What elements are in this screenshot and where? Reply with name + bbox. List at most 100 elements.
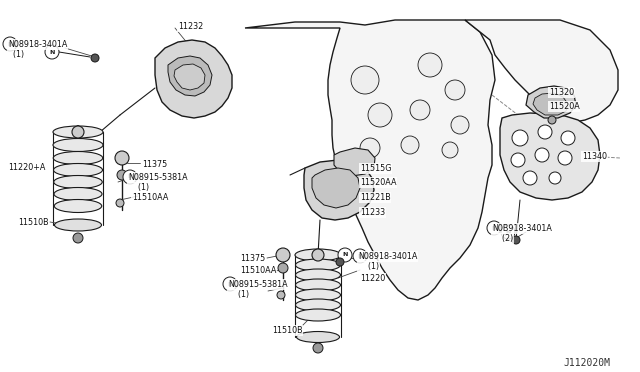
Text: (1): (1)	[128, 183, 149, 192]
Text: N: N	[357, 253, 363, 259]
Text: N08915-5381A: N08915-5381A	[128, 173, 188, 182]
Circle shape	[45, 45, 59, 59]
Circle shape	[223, 277, 237, 291]
Ellipse shape	[54, 187, 102, 201]
Circle shape	[442, 142, 458, 158]
Text: 11375: 11375	[142, 160, 167, 169]
Text: N: N	[506, 230, 511, 234]
Text: N0B918-3401A: N0B918-3401A	[492, 224, 552, 233]
Ellipse shape	[54, 164, 102, 176]
Text: (1): (1)	[228, 290, 249, 299]
Text: 11520A: 11520A	[549, 102, 580, 111]
Circle shape	[511, 153, 525, 167]
Ellipse shape	[53, 126, 103, 138]
Circle shape	[535, 148, 549, 162]
Text: N: N	[342, 253, 348, 257]
Circle shape	[72, 126, 84, 138]
Text: 11220+A: 11220+A	[8, 163, 45, 172]
Circle shape	[123, 170, 137, 184]
Text: N: N	[492, 225, 497, 231]
Circle shape	[538, 125, 552, 139]
Ellipse shape	[296, 259, 340, 271]
Circle shape	[278, 263, 288, 273]
Circle shape	[276, 248, 290, 262]
Circle shape	[360, 138, 380, 158]
Ellipse shape	[53, 138, 103, 151]
Circle shape	[91, 54, 99, 62]
Circle shape	[117, 170, 127, 180]
Ellipse shape	[54, 219, 102, 231]
Polygon shape	[304, 160, 374, 220]
Text: 11220: 11220	[360, 274, 385, 283]
Text: N: N	[7, 42, 13, 46]
Circle shape	[558, 151, 572, 165]
Polygon shape	[245, 20, 495, 300]
Circle shape	[549, 172, 561, 184]
Text: 11515G: 11515G	[360, 164, 392, 173]
Text: (1): (1)	[358, 262, 379, 271]
Polygon shape	[334, 148, 375, 176]
Text: 11510AA: 11510AA	[132, 193, 168, 202]
Polygon shape	[155, 40, 232, 118]
Ellipse shape	[296, 289, 340, 301]
Text: 11520AA: 11520AA	[360, 178, 397, 187]
Text: 11232: 11232	[178, 22, 204, 31]
Circle shape	[3, 37, 17, 51]
Text: 11375: 11375	[240, 254, 265, 263]
Text: N08915-5381A: N08915-5381A	[228, 280, 287, 289]
Circle shape	[561, 131, 575, 145]
Circle shape	[338, 248, 352, 262]
Ellipse shape	[54, 199, 102, 212]
Circle shape	[418, 53, 442, 77]
Polygon shape	[174, 64, 205, 90]
Circle shape	[401, 136, 419, 154]
Circle shape	[313, 343, 323, 353]
Circle shape	[116, 199, 124, 207]
Ellipse shape	[296, 269, 340, 281]
Circle shape	[445, 80, 465, 100]
Circle shape	[351, 66, 379, 94]
Circle shape	[548, 116, 556, 124]
Text: 11510AA: 11510AA	[240, 266, 276, 275]
Circle shape	[368, 103, 392, 127]
Text: J112020M: J112020M	[563, 358, 610, 368]
Polygon shape	[526, 86, 576, 118]
Text: (2): (2)	[492, 234, 513, 243]
Ellipse shape	[296, 331, 339, 343]
Text: 11320: 11320	[549, 88, 574, 97]
Text: 11510B: 11510B	[18, 218, 49, 227]
Text: 11510B: 11510B	[272, 326, 303, 335]
Text: N: N	[227, 282, 233, 286]
Polygon shape	[533, 93, 568, 115]
Text: 11221B: 11221B	[360, 193, 391, 202]
Text: N08918-3401A: N08918-3401A	[358, 252, 417, 261]
Circle shape	[501, 225, 515, 239]
Circle shape	[487, 221, 501, 235]
Polygon shape	[465, 20, 618, 122]
Text: N: N	[49, 49, 54, 55]
Text: 11340: 11340	[582, 152, 607, 161]
Circle shape	[512, 130, 528, 146]
Ellipse shape	[54, 176, 102, 189]
Polygon shape	[312, 168, 360, 208]
Circle shape	[353, 249, 367, 263]
Ellipse shape	[295, 249, 341, 261]
Ellipse shape	[53, 151, 103, 164]
Circle shape	[523, 171, 537, 185]
Polygon shape	[500, 113, 600, 200]
Text: N: N	[127, 174, 132, 180]
Circle shape	[512, 236, 520, 244]
Circle shape	[336, 258, 344, 266]
Ellipse shape	[296, 309, 340, 321]
Circle shape	[277, 291, 285, 299]
Circle shape	[312, 249, 324, 261]
Polygon shape	[168, 56, 212, 96]
Circle shape	[115, 151, 129, 165]
Text: N08918-3401A: N08918-3401A	[8, 40, 67, 49]
Text: (1): (1)	[8, 50, 24, 59]
Circle shape	[410, 100, 430, 120]
Circle shape	[73, 233, 83, 243]
Ellipse shape	[296, 299, 340, 311]
Circle shape	[451, 116, 469, 134]
Text: 11233: 11233	[360, 208, 385, 217]
